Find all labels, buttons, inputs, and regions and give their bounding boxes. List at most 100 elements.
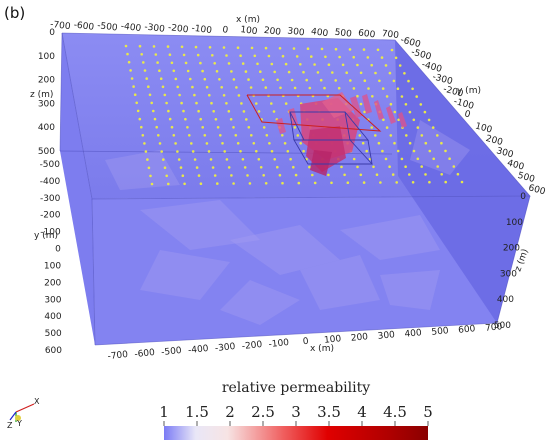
- well-point: [416, 126, 420, 129]
- well-point: [366, 56, 370, 59]
- well-point: [324, 55, 327, 59]
- well-point: [223, 150, 226, 153]
- well-point: [141, 134, 145, 137]
- well-point: [229, 118, 233, 121]
- box-front-face: [92, 196, 530, 345]
- x-tick-top: -300: [144, 22, 166, 34]
- y-tick-left: 400: [44, 312, 61, 322]
- well-point: [246, 174, 249, 177]
- well-point: [290, 78, 294, 82]
- colorbar-tick-label: 3: [291, 403, 301, 421]
- well-point: [270, 102, 273, 105]
- well-point: [212, 110, 215, 113]
- x-tick-top: 0: [222, 25, 229, 36]
- well-point: [257, 158, 261, 161]
- well-point: [211, 54, 214, 57]
- well-point: [168, 53, 172, 56]
- well-point: [199, 61, 202, 65]
- well-point: [330, 181, 333, 185]
- x-tick-bottom: -300: [215, 342, 237, 354]
- well-point: [395, 181, 399, 184]
- well-point: [352, 55, 356, 59]
- well-point: [407, 79, 410, 83]
- x-tick-top: -700: [49, 20, 71, 32]
- well-point: [211, 166, 215, 169]
- well-point: [420, 165, 424, 168]
- well-point: [225, 102, 228, 105]
- well-point: [150, 101, 153, 105]
- x-tick-top: -200: [167, 23, 189, 35]
- colorbar-tick-label: 1: [159, 403, 169, 421]
- volume-box: [59, 32, 531, 346]
- x-tick-bottom: 600: [458, 324, 476, 336]
- y-tick-right: -600: [399, 35, 422, 50]
- well-point: [147, 85, 150, 88]
- well-point: [209, 158, 213, 161]
- well-point: [403, 72, 406, 75]
- well-point: [245, 118, 248, 121]
- well-point: [356, 94, 359, 98]
- z-tick-left: 500: [38, 147, 55, 157]
- well-point: [213, 62, 216, 65]
- x-tick-bottom: -400: [188, 344, 210, 356]
- triad-x-axis: [15, 403, 35, 413]
- well-point: [370, 126, 374, 129]
- y-tick-left: -500: [40, 160, 61, 170]
- well-point: [404, 103, 408, 106]
- x-tick-bottom: 100: [324, 334, 342, 346]
- well-point: [161, 85, 165, 89]
- well-point: [193, 158, 197, 161]
- colorbar-tick-label: 5: [423, 403, 433, 421]
- well-point: [377, 141, 381, 145]
- well-point: [127, 60, 131, 64]
- well-point: [170, 61, 174, 65]
- well-point: [257, 110, 261, 113]
- well-point: [289, 157, 292, 161]
- well-point: [284, 62, 288, 66]
- well-point: [359, 173, 363, 177]
- well-point: [362, 181, 366, 184]
- well-point: [208, 46, 212, 49]
- well-point: [396, 149, 400, 153]
- well-point: [279, 86, 282, 90]
- well-point: [423, 110, 427, 114]
- well-point: [248, 182, 252, 185]
- y-tick-right: 600: [527, 183, 546, 197]
- region-outline-blue: [289, 111, 374, 165]
- well-point: [278, 173, 282, 177]
- well-point: [250, 134, 253, 137]
- well-point: [262, 126, 266, 129]
- well-point: [382, 118, 385, 122]
- well-point: [135, 101, 138, 105]
- well-point: [460, 180, 464, 184]
- axis-y-right: y (m) -600-500-400-300-200-1000100200300…: [399, 35, 546, 197]
- well-point: [363, 79, 367, 82]
- x-tick-bottom: 700: [485, 322, 503, 334]
- well-point: [281, 134, 284, 137]
- well-point: [242, 110, 246, 113]
- well-point: [160, 150, 163, 153]
- well-point: [152, 109, 155, 113]
- well-point: [253, 54, 257, 58]
- well-point: [337, 86, 341, 90]
- well-point: [199, 182, 203, 185]
- well-point: [380, 56, 384, 59]
- well-point: [316, 71, 320, 74]
- x-tick-top: -600: [73, 20, 95, 32]
- well-point: [270, 62, 274, 66]
- x-tick-top: 500: [334, 28, 353, 40]
- well-point: [156, 61, 159, 64]
- well-point: [143, 69, 147, 72]
- well-point: [371, 95, 374, 98]
- well-point: [167, 109, 170, 113]
- x-tick-top: 100: [240, 25, 259, 37]
- well-point: [302, 70, 305, 74]
- x-tick-bottom: -700: [107, 350, 129, 362]
- well-point: [256, 62, 259, 66]
- well-point: [239, 54, 242, 57]
- well-point: [240, 102, 243, 105]
- well-point: [427, 118, 431, 122]
- well-point: [428, 180, 431, 184]
- well-point: [412, 149, 416, 153]
- x-tick-top: -400: [120, 22, 142, 34]
